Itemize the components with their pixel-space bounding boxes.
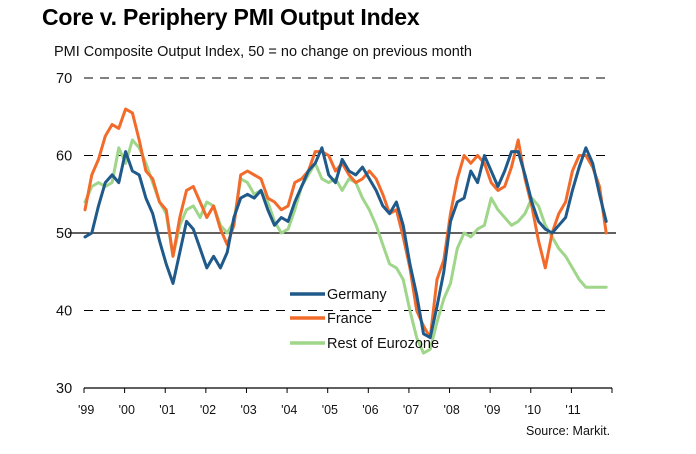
legend-label-germany: Germany	[327, 287, 387, 303]
x-tick-label: '06	[362, 403, 378, 417]
x-tick-label: '00	[119, 403, 135, 417]
y-tick-label: 30	[56, 381, 72, 397]
y-axis-labels: 30 40 50 60 70	[56, 71, 72, 397]
x-tick-label: '99	[78, 403, 94, 417]
series-line-france	[83, 107, 608, 340]
series-lines	[83, 107, 608, 355]
y-tick-label: 60	[56, 149, 72, 165]
chart-subtitle: PMI Composite Output Index, 50 = no chan…	[54, 44, 472, 60]
y-tick-label: 70	[56, 71, 72, 87]
x-axis: '99 '00 '01 '02 '03 '04 '05 '06 '07 '08 '09 '10 '11	[78, 387, 613, 417]
gridlines	[68, 77, 616, 311]
legend: Germany France Rest of Eurozone	[290, 287, 439, 352]
x-tick-label: '11	[565, 403, 580, 417]
series-line-germany	[83, 146, 608, 340]
x-tick-label: '01	[159, 403, 175, 417]
x-tick-label: '10	[525, 403, 541, 417]
y-tick-label: 40	[56, 304, 72, 320]
source-note: Source: Markit.	[526, 424, 611, 438]
x-tick-label: '02	[200, 403, 216, 417]
x-tick-label: '05	[322, 403, 338, 417]
x-tick-label: '07	[403, 403, 419, 417]
x-tick-label: '03	[240, 403, 256, 417]
legend-label-france: France	[327, 311, 372, 327]
x-tick-label: '09	[484, 403, 500, 417]
y-tick-label: 50	[56, 226, 72, 242]
x-tick-label: '08	[444, 403, 460, 417]
legend-label-rest-of-eurozone: Rest of Eurozone	[327, 336, 439, 352]
x-tick-label: '04	[281, 403, 297, 417]
chart-title: Core v. Periphery PMI Output Index	[42, 4, 420, 30]
